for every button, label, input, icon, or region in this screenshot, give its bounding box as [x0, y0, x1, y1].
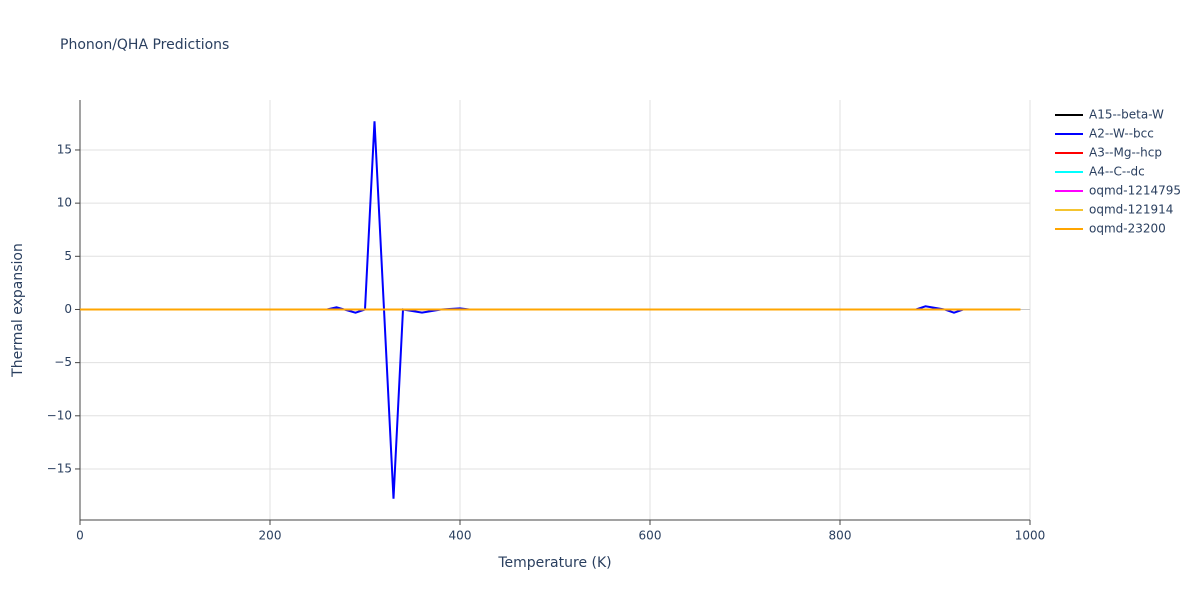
- x-tick-label: 800: [829, 529, 852, 543]
- x-tick-label: 600: [639, 529, 662, 543]
- chart-title: Phonon/QHA Predictions: [60, 37, 229, 53]
- y-tick-label: −5: [54, 355, 72, 369]
- y-tick-label: 10: [57, 196, 72, 210]
- x-tick-label: 400: [449, 529, 472, 543]
- y-tick-label: 15: [57, 142, 72, 156]
- x-tick-label: 200: [259, 529, 282, 543]
- legend-label: oqmd-121914: [1089, 203, 1173, 217]
- legend-label: A2--W--bcc: [1089, 127, 1154, 141]
- y-tick-label: 0: [64, 302, 72, 316]
- legend-label: A3--Mg--hcp: [1089, 146, 1162, 160]
- legend-label: A15--beta-W: [1089, 108, 1164, 122]
- y-tick-label: −10: [47, 408, 72, 422]
- x-tick-label: 1000: [1015, 529, 1046, 543]
- x-axis-label: Temperature (K): [497, 555, 611, 571]
- y-axis-label: Thermal expansion: [10, 243, 26, 378]
- legend-label: oqmd-1214795: [1089, 184, 1181, 198]
- y-tick-label: 5: [64, 249, 72, 263]
- legend-label: oqmd-23200: [1089, 222, 1166, 236]
- x-tick-label: 0: [76, 529, 84, 543]
- legend-label: A4--C--dc: [1089, 165, 1145, 179]
- y-tick-label: −15: [47, 461, 72, 475]
